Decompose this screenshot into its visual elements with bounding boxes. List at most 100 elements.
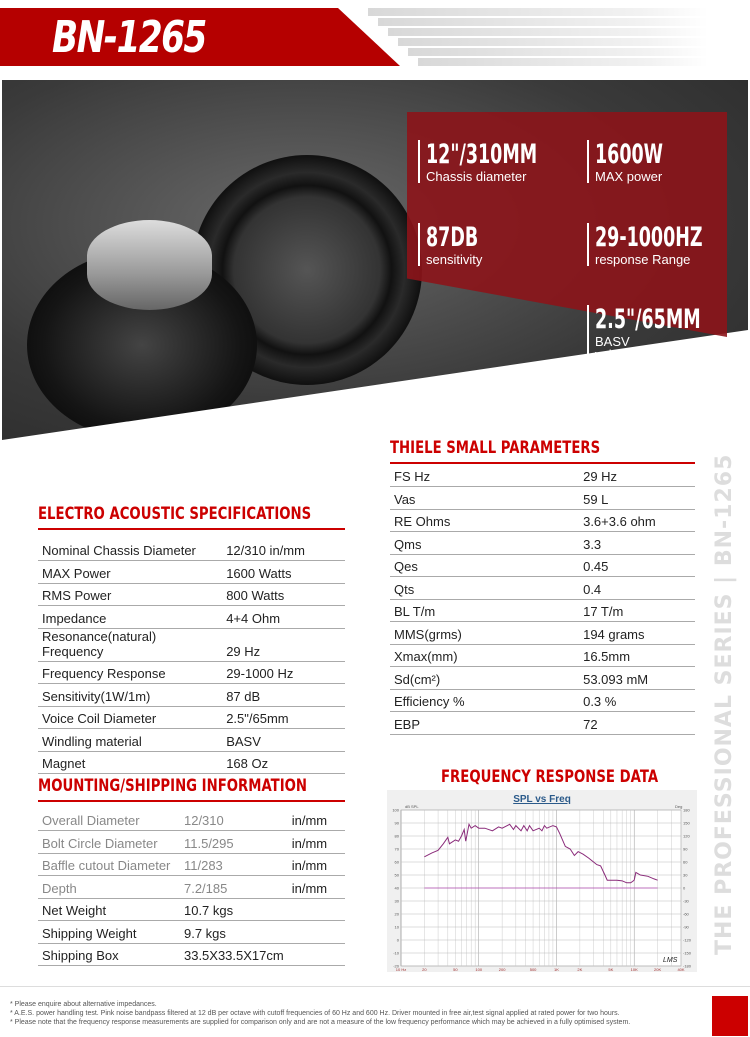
y2-tick-label: 150 — [683, 821, 690, 826]
x-tick-label: 10 Hz — [396, 967, 406, 972]
table-cell: MMS(grms) — [390, 621, 580, 645]
table-cell: Shipping Weight — [38, 920, 180, 944]
feature-chassis: 12"/310MM Chassis diameter — [418, 140, 580, 183]
table-row: Magnet 168 Oz — [38, 751, 345, 774]
y2-tick-label: -30 — [683, 899, 690, 904]
table-row: Voice Coil Diameter 2.5"/65mm — [38, 706, 345, 729]
table-row: Xmax(mm) 16.5mm — [390, 644, 695, 667]
table-row: Impedance 4+4 Ohm — [38, 605, 345, 629]
table-row: MAX Power 1600 Watts — [38, 560, 345, 584]
x-tick-label: 20 — [422, 967, 427, 972]
table-cell: Baffle cutout Diameter — [38, 853, 180, 876]
table-cell: Xmax(mm) — [390, 644, 580, 667]
x-tick-label: 1K — [554, 967, 559, 972]
table-row: Shipping Weight 9.7 kgs — [38, 920, 345, 944]
y-tick-label: 30 — [395, 899, 400, 904]
table-row: Vas 59 L — [390, 486, 695, 510]
table-cell: 0.3 % — [579, 689, 695, 712]
x-tick-label: 100 — [475, 967, 482, 972]
table-cell: 53.093 mM — [579, 666, 695, 690]
table-cell: Qms — [390, 531, 580, 555]
chart-title: SPL vs Freq — [513, 794, 571, 805]
table-row: Qms 3.3 — [390, 531, 695, 555]
thiele-section: THIELE SMALL PARAMETERS FS Hz 29 Hz Vas 59 … — [390, 438, 695, 735]
table-cell: 3.3 — [579, 531, 695, 555]
table-cell: in/mm — [287, 808, 345, 831]
table-cell: Frequency Response — [38, 661, 223, 684]
table-cell: Shipping Box — [38, 943, 180, 966]
table-cell: 29 Hz — [579, 464, 695, 487]
table-cell: Sensitivity(1W/1m) — [38, 683, 223, 707]
table-cell — [287, 898, 345, 921]
header-stripes — [368, 8, 708, 68]
table-cell: BL T/m — [390, 599, 580, 622]
table-cell: 0.4 — [579, 576, 695, 600]
table-cell: 16.5mm — [579, 644, 695, 667]
series-vertical-text: THE PROFESSIONAL SERIES | BN-1265 — [712, 453, 737, 955]
y2-tick-label: -150 — [683, 951, 692, 956]
table-cell: in/mm — [287, 830, 345, 854]
table-cell: Qts — [390, 576, 580, 600]
mounting-title: MOUNTING/SHIPPING INFORMATION — [38, 776, 308, 796]
y-tick-label: 40 — [395, 886, 400, 891]
table-row: Nominal Chassis Diameter 12/310 in/mm — [38, 538, 345, 561]
table-row: Sensitivity(1W/1m) 87 dB — [38, 683, 345, 707]
table-cell: MAX Power — [38, 560, 223, 584]
table-row: Shipping Box 33.5X33.5X17cm — [38, 943, 345, 966]
header-banner — [0, 8, 400, 66]
y2-tick-label: 60 — [683, 860, 688, 865]
y-tick-label: 10 — [395, 925, 400, 930]
table-cell: BASV — [222, 728, 345, 752]
table-row: Windling material BASV — [38, 728, 345, 752]
feature-response: 29-1000HZ response Range — [587, 223, 744, 266]
table-cell: 29-1000 Hz — [222, 661, 345, 684]
table-row: Resonance(natural) Frequency 29 Hz — [38, 628, 345, 662]
table-cell: 11/283 — [179, 853, 288, 876]
product-title: BN-1265 — [52, 12, 207, 63]
table-cell: 1600 Watts — [222, 560, 345, 584]
table-cell: Windling material — [38, 728, 223, 752]
y2-tick-label: -180 — [683, 964, 692, 969]
table-row: MMS(grms) 194 grams — [390, 621, 695, 645]
y2-tick-label: 0 — [683, 886, 686, 891]
freq-title: FREQUENCY RESPONSE DATA — [441, 767, 659, 787]
table-cell: 12/310 in/mm — [222, 538, 345, 561]
table-row: Overall Diameter 12/310 in/mm — [38, 808, 345, 831]
x-tick-label: 20K — [654, 967, 661, 972]
table-cell: 10.7 kgs — [179, 898, 288, 921]
y-tick-label: -10 — [393, 951, 400, 956]
chart-watermark: LMS — [663, 957, 678, 964]
table-cell: FS Hz — [390, 464, 580, 487]
note: * Please note that the frequency respons… — [10, 1019, 631, 1026]
table-cell: RMS Power — [38, 583, 223, 606]
table-cell: Sd(cm²) — [390, 666, 580, 690]
table-cell: 4+4 Ohm — [222, 605, 345, 629]
footnotes: * Please enquire about alternative imped… — [10, 1000, 700, 1027]
electro-section: ELECTRO ACOUSTIC SPECIFICATIONS Nominal … — [38, 504, 345, 774]
table-cell: 29 Hz — [222, 628, 345, 662]
table-cell: 194 grams — [579, 621, 695, 645]
table-cell: 7.2/185 — [179, 875, 288, 899]
y-tick-label: -20 — [393, 964, 400, 969]
speaker-magnet-image — [87, 220, 212, 310]
x-tick-label: 500 — [530, 967, 537, 972]
y-tick-label: 0 — [397, 938, 400, 943]
table-row: Qes 0.45 — [390, 554, 695, 577]
feature-voice-coil: 2.5"/65MM BASV voice coil — [587, 305, 742, 361]
y-axis-label: dB SPL — [405, 804, 419, 809]
table-cell: Voice Coil Diameter — [38, 706, 223, 729]
table-cell — [287, 920, 345, 944]
y-tick-label: 20 — [395, 912, 400, 917]
table-row: RE Ohms 3.6+3.6 ohm — [390, 509, 695, 532]
table-cell: Overall Diameter — [38, 808, 180, 831]
y2-tick-label: 30 — [683, 873, 688, 878]
table-cell: 33.5X33.5X17cm — [179, 943, 288, 966]
table-cell: 11.5/295 — [179, 830, 288, 854]
table-cell: Resonance(natural) Frequency — [38, 628, 223, 662]
y-tick-label: 100 — [392, 808, 399, 813]
table-cell: Bolt Circle Diameter — [38, 830, 180, 854]
corner-red-block — [712, 996, 748, 1036]
mounting-section: MOUNTING/SHIPPING INFORMATION Overall Di… — [38, 776, 345, 966]
feature-power: 1600W MAX power — [587, 140, 689, 183]
x-tick-label: 40K — [677, 967, 684, 972]
